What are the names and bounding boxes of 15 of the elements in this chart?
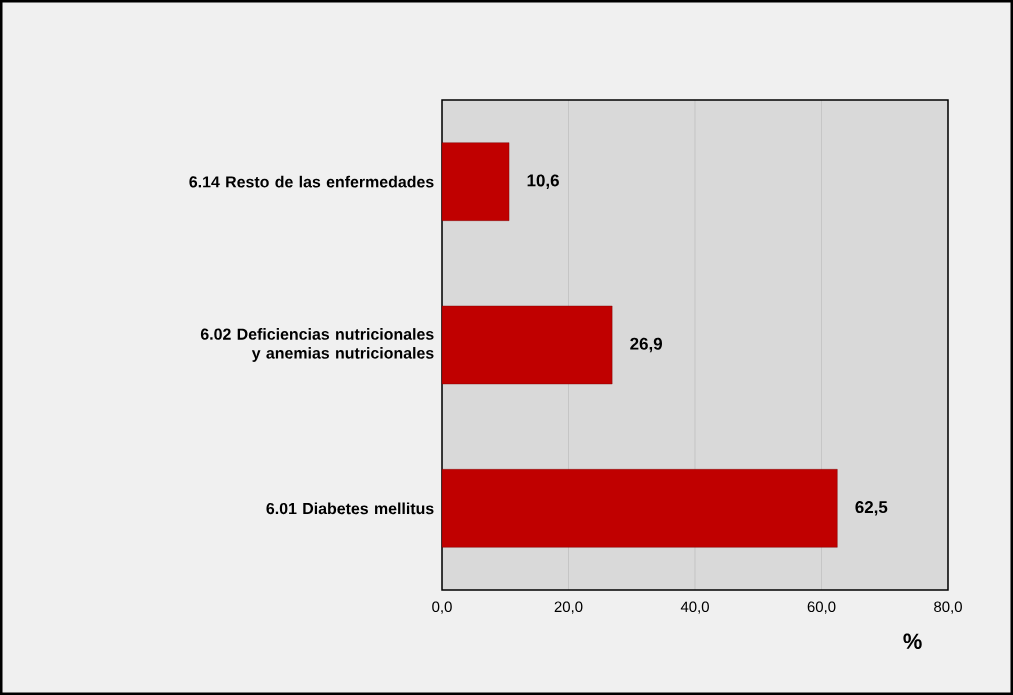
x-tick-label: 80,0 <box>934 601 962 614</box>
x-tick-label: 60,0 <box>807 601 836 614</box>
bar <box>441 142 510 221</box>
data-label: 26,9 <box>630 337 662 353</box>
data-label: 10,6 <box>527 174 559 189</box>
y-tick-label: 6.01 Diabetes mellitus <box>266 502 434 515</box>
x-tick-label: 40,0 <box>680 601 709 614</box>
y-tick-label: 6.14 Resto de las enfermedades <box>189 175 434 188</box>
x-tick-label: 0,0 <box>432 601 452 614</box>
x-tick-label: 20,0 <box>554 601 583 614</box>
bar <box>441 305 613 385</box>
y-tick-label: 6.02 Deficiencias nutricionales y anemias nutricionales <box>200 328 434 362</box>
bar <box>441 469 838 548</box>
data-label: 62,5 <box>855 501 888 516</box>
x-axis-title: % <box>903 633 922 649</box>
